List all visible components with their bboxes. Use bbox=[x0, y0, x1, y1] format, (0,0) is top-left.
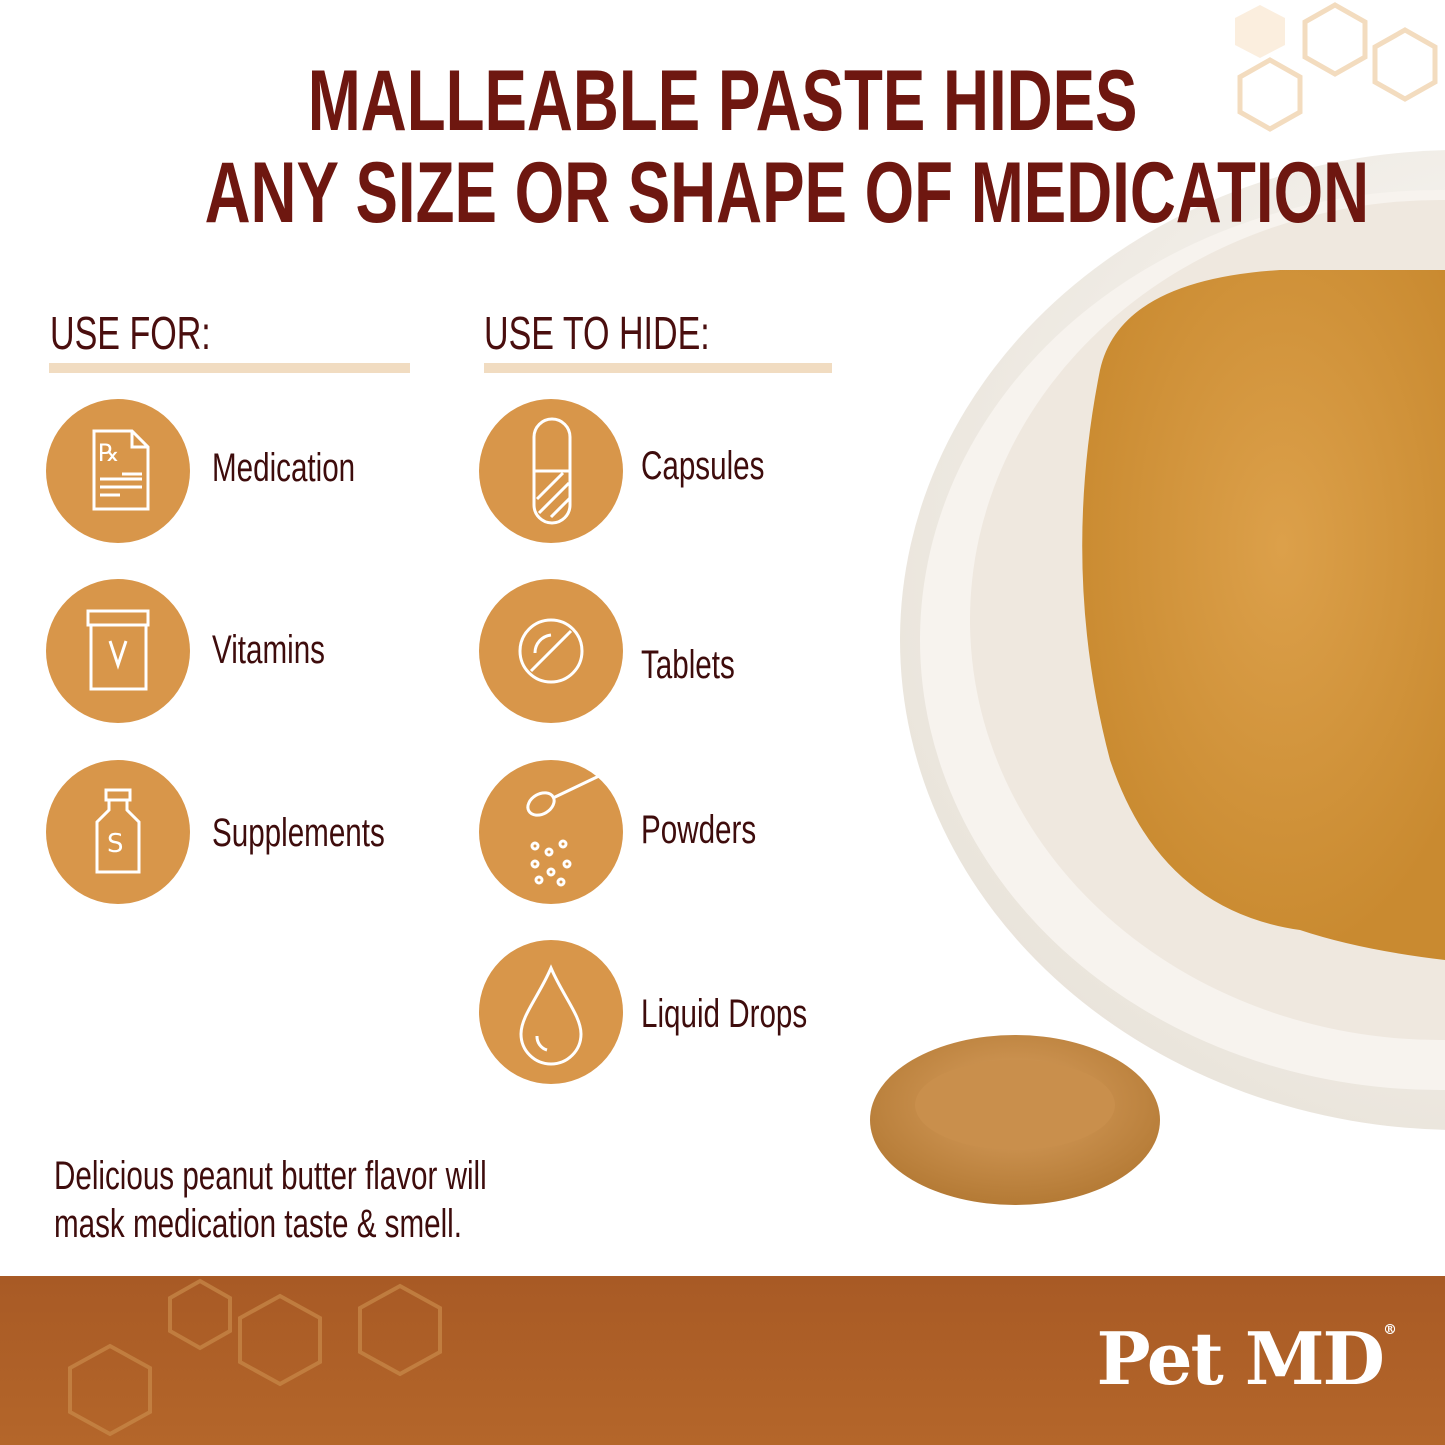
use-for-underline bbox=[49, 363, 410, 373]
use-to-hide-underline bbox=[484, 363, 832, 373]
supplement-bottle-icon: S bbox=[46, 760, 190, 904]
use-for-medication: Medication bbox=[212, 446, 356, 490]
tablet-icon bbox=[479, 579, 623, 723]
flavor-note: Delicious peanut butter flavor will mask… bbox=[54, 1154, 487, 1246]
title-line-1: MALLEABLE PASTE HIDES bbox=[307, 53, 1138, 149]
use-to-hide-heading: USE TO HIDE: bbox=[484, 307, 710, 359]
pet-md-logo: Pet MD® bbox=[1096, 1316, 1397, 1401]
hide-powders: Powders bbox=[641, 808, 757, 852]
use-for-heading: USE FOR: bbox=[50, 307, 211, 359]
hide-liquid-drops: Liquid Drops bbox=[641, 992, 808, 1036]
hide-capsules: Capsules bbox=[641, 444, 765, 488]
capsule-icon bbox=[479, 399, 623, 543]
svg-text:S: S bbox=[107, 829, 124, 859]
svg-text:℞: ℞ bbox=[98, 439, 120, 467]
hexagon-pattern bbox=[1235, 2, 1438, 132]
product-photo bbox=[870, 150, 1445, 1205]
brand-band: Pet MD® bbox=[0, 1276, 1445, 1445]
prescription-icon: ℞ bbox=[46, 399, 190, 543]
title-line-2: ANY SIZE OR SHAPE OF MEDICATION bbox=[204, 145, 1370, 241]
hide-tablets: Tablets bbox=[641, 643, 735, 687]
use-for-supplements: Supplements bbox=[212, 811, 385, 855]
use-for-vitamins: Vitamins bbox=[212, 628, 325, 672]
vitamin-jar-icon bbox=[46, 579, 190, 723]
powder-spoon-icon bbox=[479, 760, 623, 904]
hexagon-pattern-footer bbox=[68, 1278, 442, 1437]
drop-icon bbox=[479, 940, 623, 1084]
